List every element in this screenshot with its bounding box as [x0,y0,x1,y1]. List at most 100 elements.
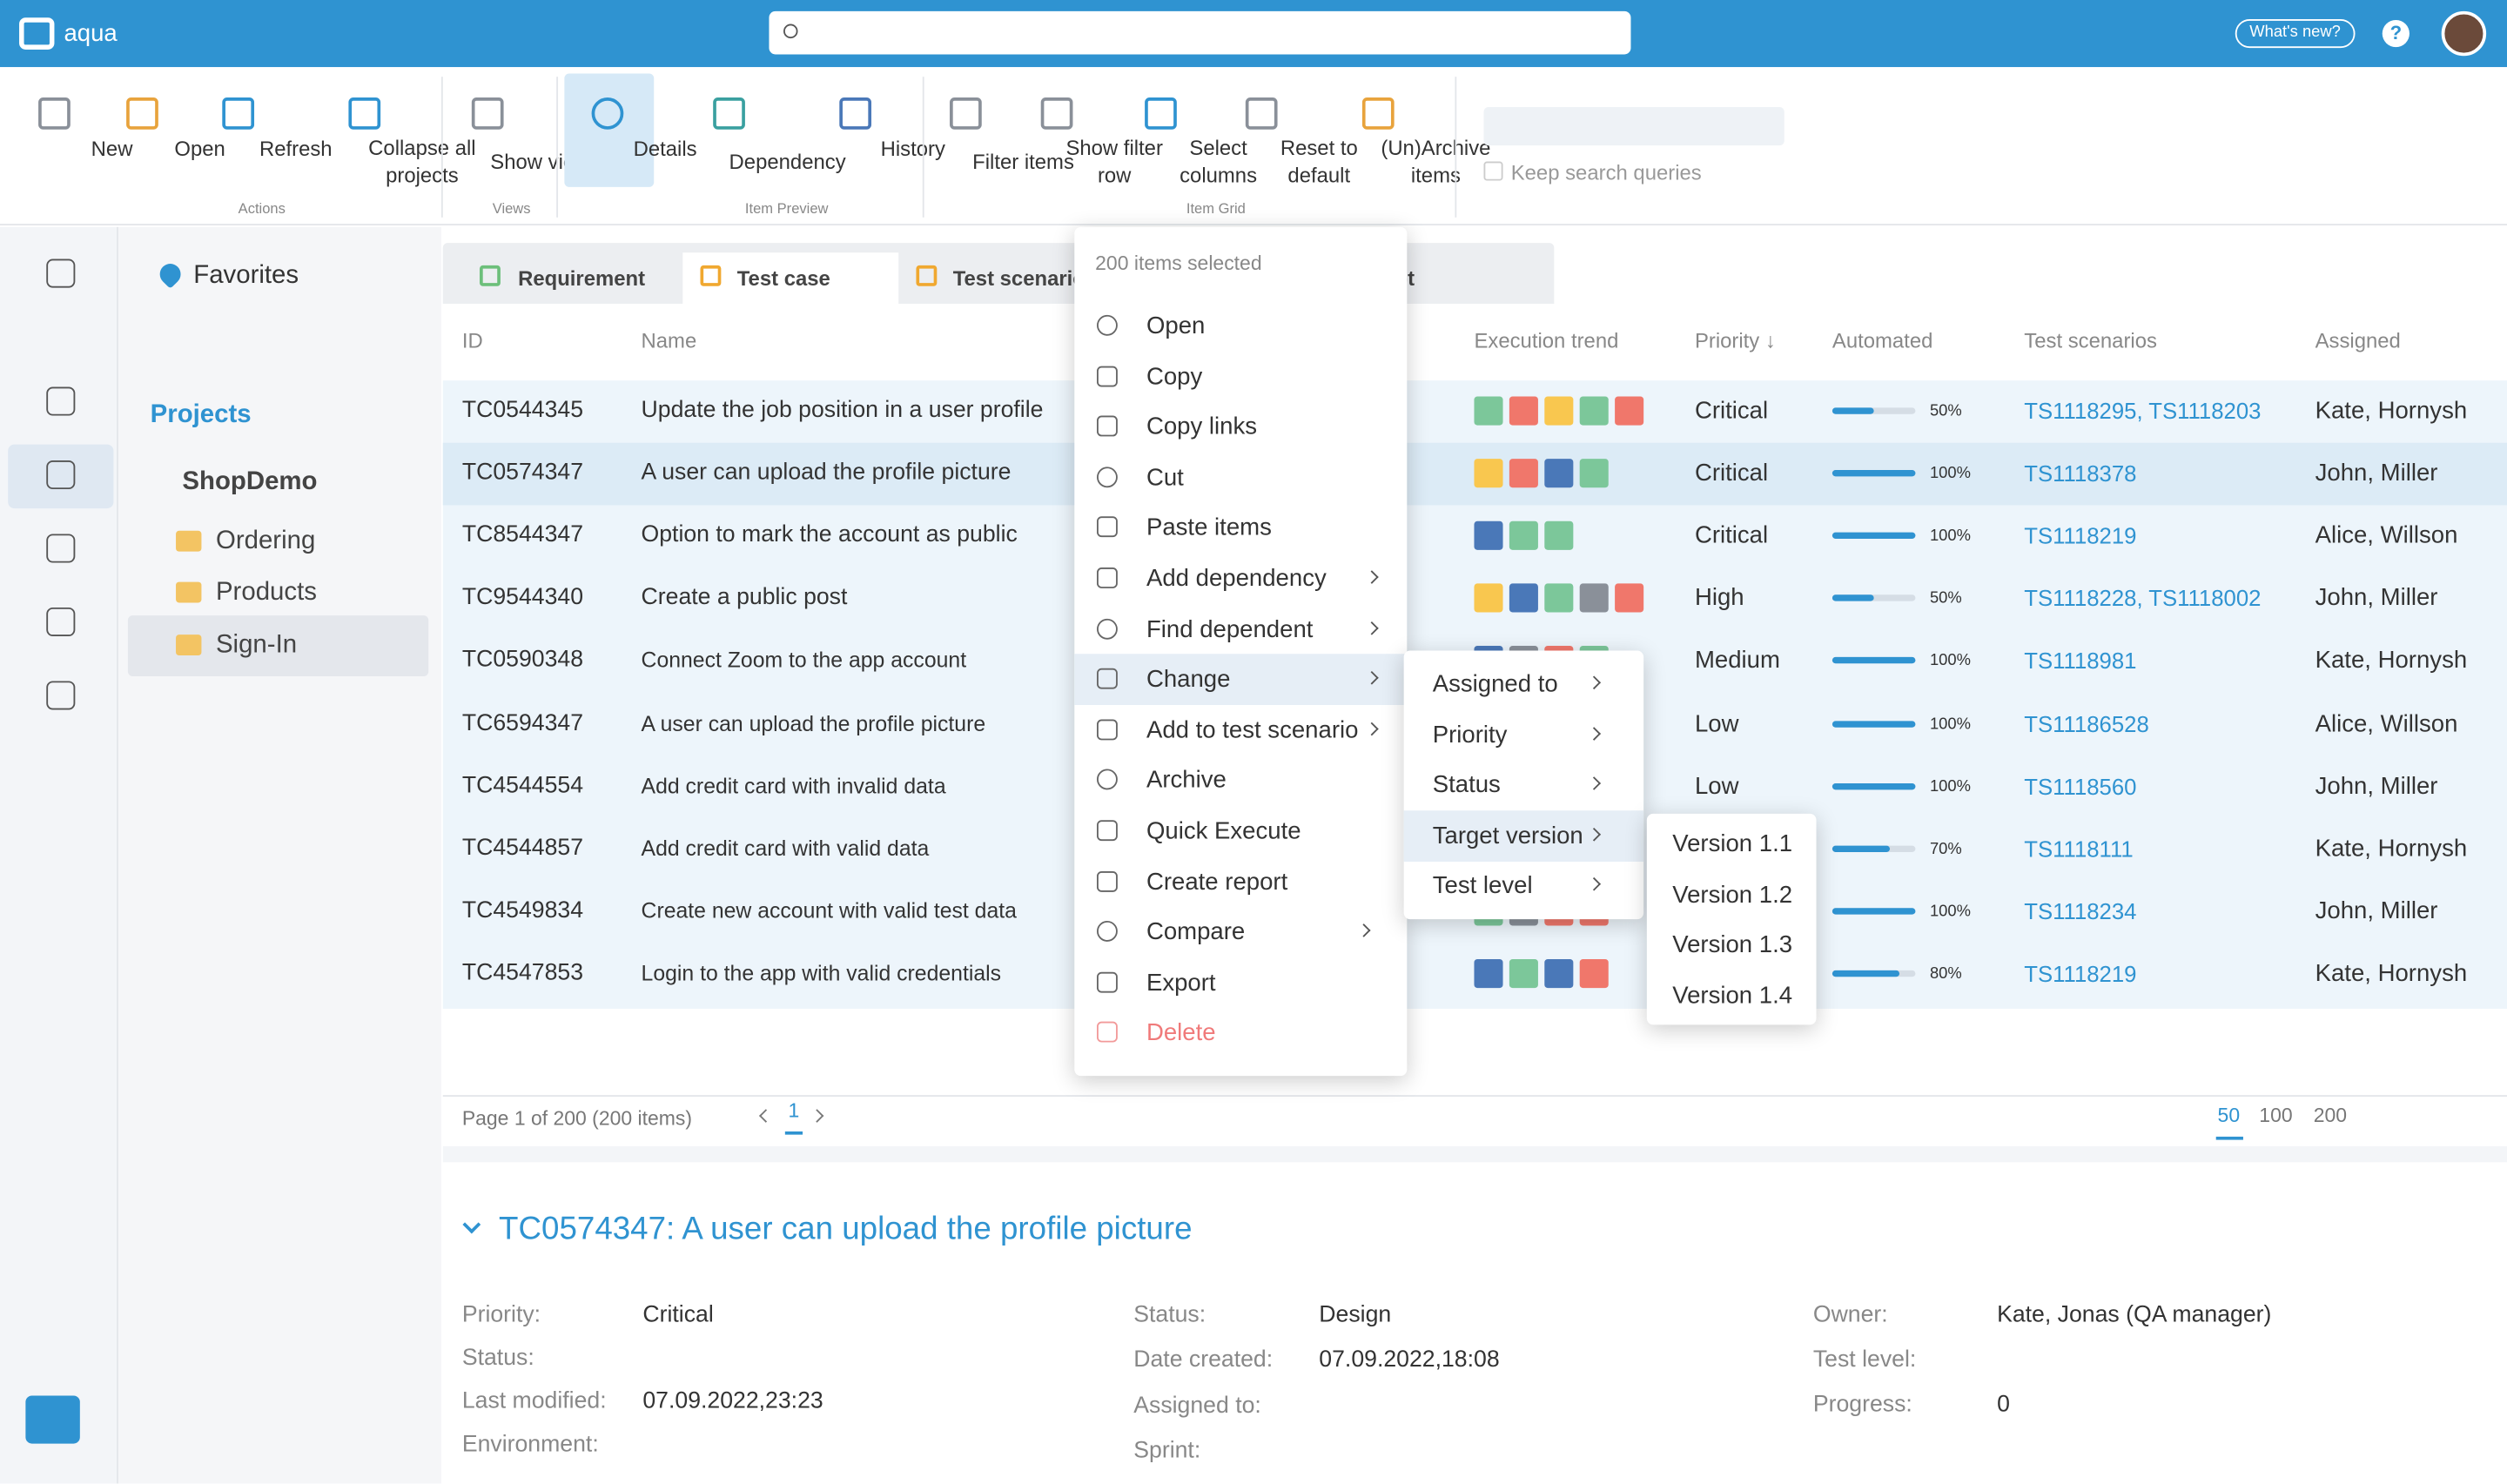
page-size[interactable]: 200 [2313,1104,2348,1127]
menu-item[interactable]: Create report [1146,868,1288,896]
rail-icon[interactable] [46,460,76,490]
menu-item[interactable]: Paste items [1146,514,1272,542]
rail-icon[interactable] [46,681,76,710]
automation-bar [1832,970,1899,977]
cell-scenarios[interactable]: TS1118219 [2024,522,2137,549]
cell-id: TC9544340 [461,585,584,611]
whats-new-button[interactable]: What's new? [2235,19,2356,49]
toolbar-button[interactable]: New [91,137,133,161]
menu-item[interactable]: Change [1146,666,1231,694]
toolbar-button[interactable]: Show filter row [1065,136,1163,187]
trend-square [1474,521,1503,551]
toolbar-icon [713,97,745,130]
tab[interactable]: Test scenario [952,265,1085,291]
page-number[interactable]: 1 [784,1101,803,1134]
menu-item[interactable]: Add dependency [1146,565,1327,593]
cell-scenarios[interactable]: TS1118981 [2024,648,2137,674]
version-item[interactable]: Version 1.4 [1672,982,1793,1010]
details-chevron[interactable] [462,1215,481,1234]
version-item[interactable]: Version 1.1 [1672,830,1793,858]
toolbar-group-label: Views [492,200,531,217]
logo-icon [19,17,55,50]
submenu-item[interactable]: Assigned to [1432,670,1558,698]
toolbar-button[interactable]: Refresh [259,137,333,161]
folder[interactable]: Sign-In [215,631,298,659]
page-size[interactable]: 50 [2217,1104,2241,1127]
details-title: TC0574347: A user can upload the profile… [499,1212,1193,1247]
rail-icon[interactable] [46,259,76,288]
rail-icon[interactable] [46,607,76,637]
rail-icon[interactable] [46,386,76,416]
detail-label: Status: [461,1346,534,1372]
menu-icon [1097,719,1118,741]
toolbar-button[interactable]: Reset to default [1280,136,1358,187]
cell-name: A user can upload the profile picture [641,710,986,735]
toolbar-button[interactable]: Filter items [972,149,1074,174]
toolbar-button[interactable]: History [880,137,945,161]
keep-search-checkbox[interactable] [1483,161,1503,181]
version-item[interactable]: Version 1.2 [1672,881,1793,909]
toolbar-button[interactable]: Collapse all projects [368,136,476,187]
help-button[interactable]: ? [2382,19,2410,48]
submenu-item[interactable]: Status [1432,771,1501,799]
submenu-item[interactable]: Priority [1432,721,1508,749]
menu-item[interactable]: Copy links [1146,413,1258,441]
cell-assigned: Kate, Hornysh [2315,959,2468,987]
submenu-item[interactable]: Target version [1432,822,1583,849]
avatar[interactable] [2441,10,2487,57]
folder[interactable]: Ordering [215,527,316,555]
menu-item[interactable]: Delete [1146,1019,1216,1047]
cell-assigned: Kate, Hornysh [2315,835,2468,863]
menu-item[interactable]: Add to test scenario [1146,716,1359,744]
tab[interactable]: Test case [736,265,830,291]
folder[interactable]: Products [215,578,317,607]
version-item[interactable]: Version 1.3 [1672,931,1793,959]
search-icon [783,24,798,39]
page-size[interactable]: 100 [2259,1104,2293,1127]
cell-scenarios[interactable]: TS1118219 [2024,960,2137,987]
column-header[interactable]: Priority ↓ [1694,328,1776,353]
menu-item[interactable]: Quick Execute [1146,817,1301,845]
toolbar-button[interactable]: Open [174,137,225,161]
trend-square [1544,459,1574,488]
cell-scenarios[interactable]: TS1118228, TS1118002 [2024,585,2262,612]
column-header[interactable]: Execution trend [1474,328,1619,353]
tab[interactable]: Requirement [518,265,646,291]
cell-assigned: John, Miller [2315,460,2438,487]
detail-label: Owner: [1812,1302,1888,1328]
column-header[interactable]: Test scenarios [2024,328,2157,353]
cell-scenarios[interactable]: TS1118295, TS1118203 [2024,398,2262,424]
cell-scenarios[interactable]: TS1118111 [2024,836,2134,862]
global-search[interactable] [769,10,1631,55]
cell-scenarios[interactable]: TS1118234 [2024,897,2137,924]
column-header[interactable]: Automated [1832,328,1933,353]
trend-square [1544,583,1574,614]
trend-square [1474,459,1503,488]
favorites[interactable]: Favorites [193,262,299,290]
menu-item[interactable]: Open [1146,312,1206,340]
toolbar-button[interactable]: Details [633,137,697,161]
column-header[interactable]: Assigned [2315,328,2401,353]
cell-scenarios[interactable]: TS1118560 [2024,773,2137,799]
rail-icon[interactable] [46,534,76,563]
menu-item[interactable]: Export [1146,969,1216,997]
column-header[interactable]: ID [461,328,483,353]
cell-scenarios[interactable]: TS11186528 [2024,710,2149,736]
toolbar-button[interactable]: Select columns [1180,136,1258,187]
menu-item[interactable]: Compare [1146,918,1246,946]
cell-scenarios[interactable]: TS1118378 [2024,460,2137,487]
folder-icon [176,530,202,552]
change-submenu [1403,650,1644,920]
menu-item[interactable]: Copy [1146,363,1203,391]
submenu-item[interactable]: Test level [1432,872,1533,900]
target-version-submenu [1646,813,1817,1025]
menu-item[interactable]: Find dependent [1146,615,1314,643]
toolbar-button[interactable]: Dependency [729,149,846,174]
item-search[interactable] [1483,107,1784,146]
toolbar-button[interactable]: (Un)Archive items [1381,136,1491,187]
menu-item[interactable]: Cut [1146,464,1184,492]
column-header[interactable]: Name [641,328,697,353]
menu-item[interactable]: Archive [1146,767,1227,795]
cell-automated: 100% [1929,527,1971,546]
project-name[interactable]: ShopDemo [182,468,318,496]
